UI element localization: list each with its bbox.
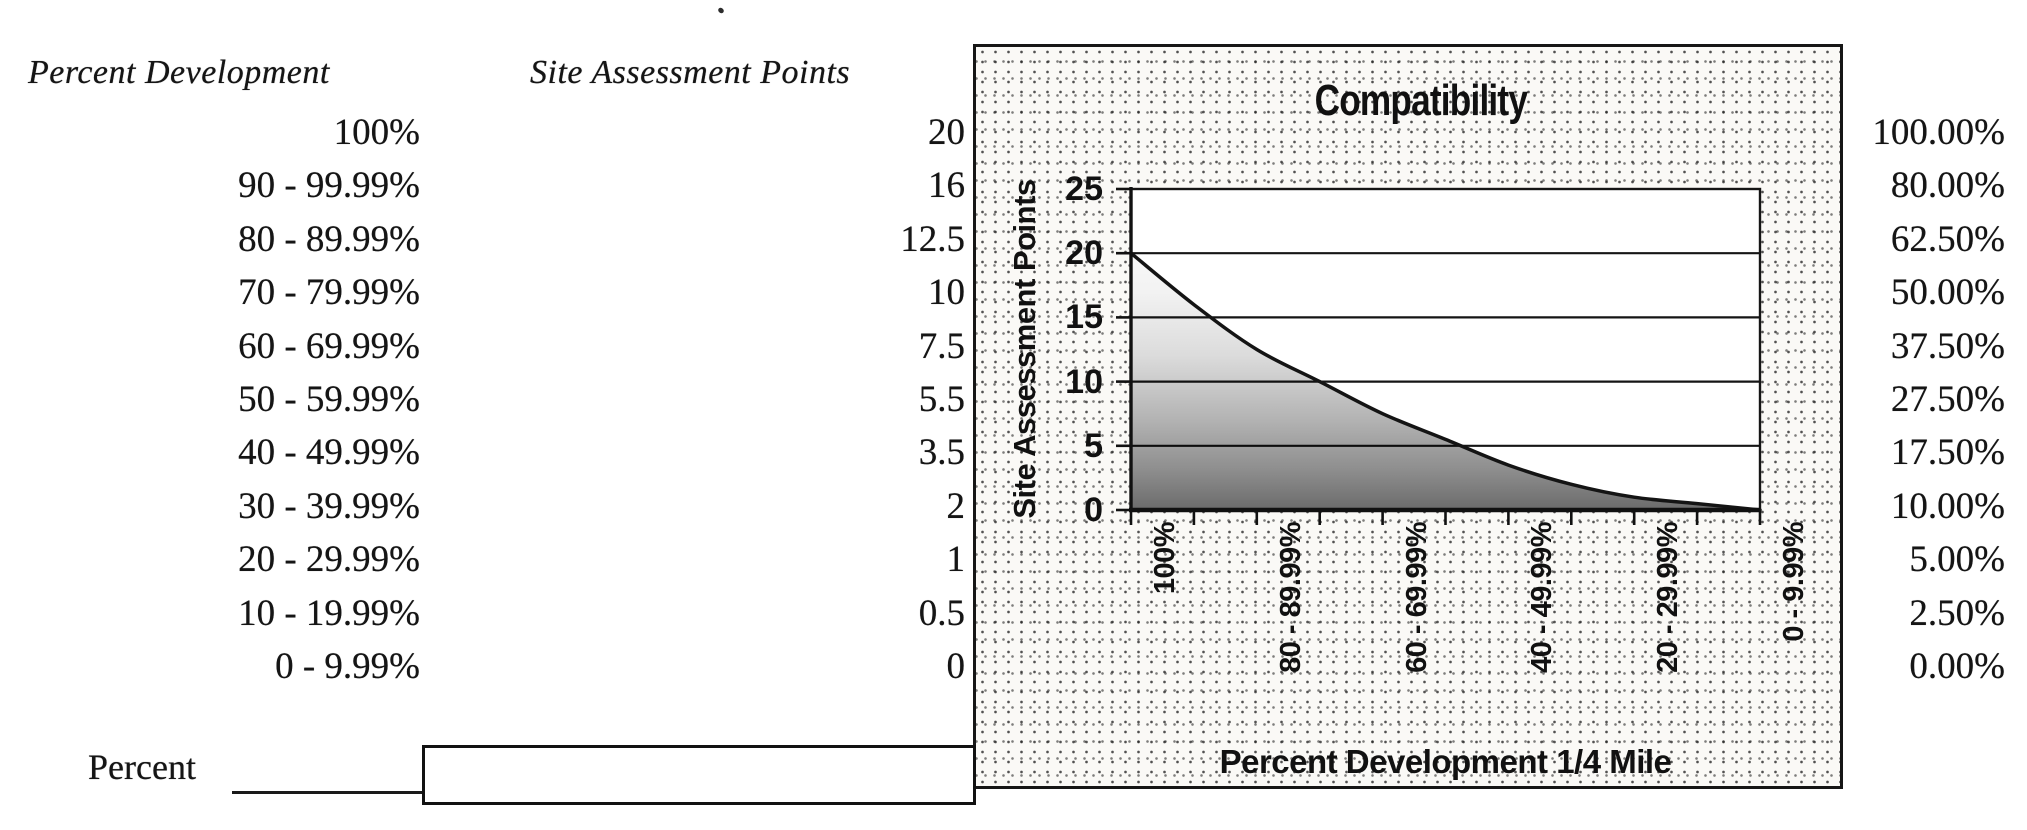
points-cell: 5.5 <box>918 379 965 420</box>
range-cell: 90 - 99.99% <box>238 165 420 207</box>
points-cell: 3.5 <box>918 432 965 474</box>
y-tick-label: 5 <box>1084 426 1103 465</box>
x-axis-title: Percent Development 1/4 Mile <box>1219 743 1672 780</box>
y-tick-label: 20 <box>1065 234 1103 273</box>
range-cell: 100% <box>333 112 420 153</box>
x-tick-label: 60 - 69.99% <box>1400 522 1433 673</box>
range-cell: 0 - 9.99% <box>275 646 420 687</box>
column-header-site-assessment-points: Site Assessment Points <box>530 54 851 91</box>
range-cell: 60 - 69.99% <box>238 325 420 367</box>
chart-title: Compatibility <box>1314 76 1527 125</box>
percent-cell: 2.50% <box>1909 592 2005 634</box>
x-tick-label: 0 - 9.99% <box>1778 522 1810 642</box>
percent-cell: 80.00% <box>1890 165 2005 207</box>
points-cell: 0 <box>946 646 966 687</box>
scan-speck <box>717 6 725 15</box>
points-cell: 12.5 <box>900 218 965 260</box>
points-cell: 7.5 <box>918 325 965 367</box>
points-cell: 16 <box>928 165 965 207</box>
x-tick-label: 40 - 49.99% <box>1526 522 1559 673</box>
points-cell: 2 <box>946 485 966 527</box>
range-cell: 70 - 79.99% <box>238 272 420 314</box>
percent-cell: 27.50% <box>1890 379 2005 420</box>
percent-cell: 5.00% <box>1909 539 2005 581</box>
range-cell: 20 - 29.99% <box>238 539 420 581</box>
percent-cell: 37.50% <box>1890 325 2005 367</box>
percent-cell: 50.00% <box>1890 272 2005 314</box>
percent-field-label: Percent <box>88 747 196 787</box>
percent-cell: 62.50% <box>1890 218 2005 260</box>
range-cell: 50 - 59.99% <box>238 379 420 420</box>
y-tick-label: 25 <box>1065 170 1103 208</box>
percent-cell: 17.50% <box>1890 432 2005 474</box>
range-cell: 30 - 39.99% <box>238 485 420 527</box>
percent-field-underline <box>232 791 424 794</box>
y-tick-label: 15 <box>1065 298 1103 337</box>
x-tick-label: 100% <box>1149 522 1181 595</box>
range-cell: 40 - 49.99% <box>238 432 420 474</box>
x-tick-label: 80 - 89.99% <box>1274 522 1307 673</box>
points-cell: 0.5 <box>918 592 965 634</box>
percent-cell: 0.00% <box>1909 646 2005 687</box>
x-tick-label: 20 - 29.99% <box>1652 522 1685 673</box>
percent-input[interactable] <box>422 745 976 805</box>
chart-plot-canvas <box>1116 187 1762 525</box>
range-cell: 80 - 89.99% <box>238 218 420 260</box>
percent-cell: 100.00% <box>1872 112 2005 153</box>
points-cell: 1 <box>946 539 966 581</box>
points-cell: 20 <box>928 112 965 153</box>
compatibility-chart: Compatibility Site Assessment Points 25 2… <box>973 44 1843 789</box>
range-cell: 10 - 19.99% <box>238 592 420 634</box>
points-cell: 10 <box>928 272 965 314</box>
column-header-percent-development: Percent Development <box>28 54 330 91</box>
percent-cell: 10.00% <box>1890 485 2005 527</box>
y-tick-label: 0 <box>1084 491 1103 529</box>
y-tick-label: 10 <box>1065 362 1103 401</box>
